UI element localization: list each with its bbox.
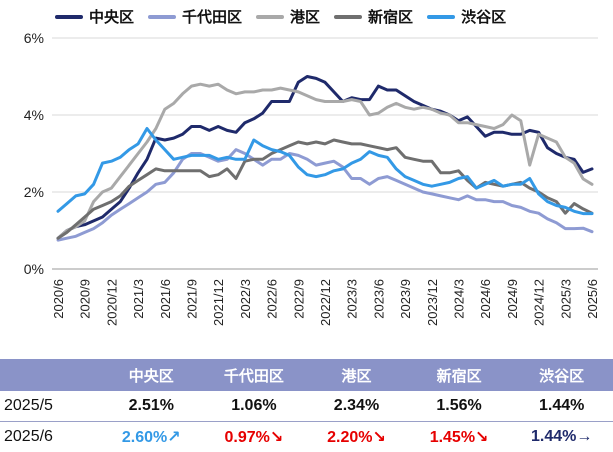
x-tick-label: 2020/9 (78, 279, 93, 319)
table-cell: 1.44%→ (530, 428, 593, 445)
line-chart: 0% 2% 4% 6% 2020/6 2020/9 2020/12 2021/3 2021/6… (24, 30, 600, 326)
legend-label: 中央区 (89, 9, 135, 26)
table-cell: 2.51% (128, 397, 174, 414)
table-cell: 0.97%↘ (224, 429, 284, 446)
legend-entry: 千代田区 (148, 6, 242, 27)
x-tick-label: 2024/6 (478, 279, 493, 319)
table-header-chiyoda: 千代田区 (223, 367, 284, 385)
x-tick-label: 2021/6 (158, 279, 173, 319)
grid-lines (52, 37, 598, 270)
legend-entry: 渋谷区 (427, 6, 506, 27)
x-tick-label: 2024/3 (452, 279, 467, 319)
x-tick-label: 2020/12 (104, 279, 119, 326)
x-tick-label: 2022/9 (291, 279, 306, 319)
x-tick-label: 2023/12 (425, 279, 440, 326)
table-header-chuo: 中央区 (128, 367, 174, 385)
y-tick-label: 4% (24, 107, 44, 123)
row-label: 2025/6 (4, 428, 53, 445)
legend-label: 渋谷区 (461, 9, 507, 26)
y-axis-ticks: 0% 2% 4% 6% (24, 30, 44, 277)
legend-swatch (427, 14, 456, 19)
table-row: 2025/6 2.60%↗ 0.97%↘ 2.20%↘ 1.45%↘ 1.44%… (0, 422, 613, 452)
legend-label: 千代田区 (182, 9, 243, 26)
y-tick-label: 6% (24, 30, 44, 46)
legend-label: 新宿区 (368, 9, 414, 26)
table-cell: 1.44% (538, 397, 585, 414)
x-tick-label: 2023/9 (398, 279, 413, 319)
x-tick-label: 2024/9 (505, 279, 520, 319)
series-lines (56, 75, 594, 242)
table-cell: 2.20%↘ (327, 429, 386, 446)
table-header-row: 中央区 千代田区 港区 新宿区 渋谷区 (0, 359, 613, 391)
x-tick-label: 2021/12 (211, 279, 226, 326)
row-label: 2025/5 (4, 397, 53, 414)
table-cell: 1.45%↘ (429, 429, 489, 446)
y-tick-label: 2% (24, 184, 44, 200)
series-line (56, 148, 594, 242)
x-tick-label: 2022/12 (318, 279, 333, 326)
x-tick-label: 2025/3 (558, 279, 573, 319)
table-cell: 1.56% (436, 397, 482, 414)
x-tick-label: 2023/3 (345, 279, 360, 319)
legend-entry: 新宿区 (334, 6, 413, 27)
table-cell: 1.06% (231, 397, 277, 414)
x-tick-label: 2022/6 (265, 279, 280, 319)
table-header-minato: 港区 (341, 367, 372, 385)
table-header-shibuya: 渋谷区 (539, 367, 585, 385)
legend-swatch (256, 14, 285, 19)
legend-entry: 港区 (256, 6, 320, 27)
x-tick-label: 2023/6 (371, 279, 386, 319)
chart-legend: 中央区 千代田区 港区 新宿区 渋谷区 (55, 6, 506, 27)
legend-label: 港区 (290, 9, 321, 26)
series-line (56, 127, 594, 216)
series-line (56, 75, 594, 240)
summary-table: 中央区 千代田区 港区 新宿区 渋谷区 2025/5 2.51% 1.06% 2… (0, 359, 613, 452)
y-tick-label: 0% (24, 261, 44, 277)
table-cell: 2.34% (333, 397, 380, 414)
legend-swatch (334, 14, 363, 19)
x-tick-label: 2021/9 (185, 279, 200, 319)
legend-swatch (148, 14, 177, 19)
table-row: 2025/5 2.51% 1.06% 2.34% 1.56% 1.44% (0, 391, 613, 422)
x-tick-label: 2022/3 (238, 279, 253, 319)
legend-swatch (55, 14, 83, 19)
x-tick-label: 2021/3 (131, 279, 146, 319)
legend-entry: 中央区 (55, 6, 134, 27)
table-cell: 2.60%↗ (121, 429, 181, 446)
x-tick-label: 2024/12 (532, 279, 547, 326)
table-header-shinjuku: 新宿区 (436, 367, 482, 385)
x-tick-label: 2020/6 (51, 279, 66, 319)
x-axis-ticks: 2020/6 2020/9 2020/12 2021/3 2021/6 2021/9 202… (51, 279, 600, 326)
x-tick-label: 2025/6 (585, 279, 600, 319)
series-line (56, 82, 594, 240)
